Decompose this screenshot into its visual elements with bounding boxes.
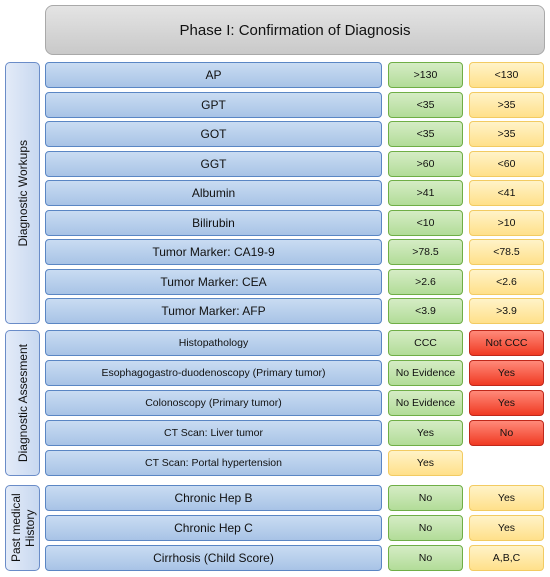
criterion-cell: No Evidence	[388, 360, 463, 386]
criterion-cell: >41	[388, 180, 463, 206]
row-label: CT Scan: Liver tumor	[45, 420, 382, 446]
criterion-cell: No	[388, 485, 463, 511]
criterion-cell: No	[469, 420, 544, 446]
criterion-cell: >35	[469, 91, 544, 118]
section-label: Past medical History	[8, 493, 37, 563]
criterion-cell: No Evidence	[388, 390, 463, 416]
section-label: Diagnostic Workups	[15, 139, 30, 247]
criterion-cell: Yes	[388, 450, 463, 476]
criterion-cell: <3.9	[388, 298, 463, 324]
row-label: Chronic Hep C	[45, 515, 382, 541]
criterion-cell: Yes	[469, 485, 544, 511]
criterion-cell: <35	[388, 121, 463, 147]
row-label: Bilirubin	[45, 209, 382, 236]
row-label: Histopathology	[45, 330, 382, 356]
criterion-cell: <78.5	[469, 239, 544, 265]
criterion-cell: Yes	[469, 360, 544, 386]
row-label: Tumor Marker: CA19-9	[45, 239, 382, 265]
criterion-cell: Yes	[388, 420, 463, 446]
criterion-cell: Yes	[469, 390, 544, 416]
row-label: GOT	[45, 121, 382, 147]
criterion-cell: A,B,C	[469, 545, 544, 571]
row-label: Cirrhosis (Child Score)	[45, 545, 382, 571]
section-label: Diagnostic Assesment	[15, 343, 30, 463]
criterion-cell: CCC	[388, 330, 463, 356]
criterion-cell: <41	[469, 180, 544, 206]
row-label: GGT	[45, 150, 382, 177]
section-label-box: Diagnostic Assesment	[5, 330, 40, 476]
row-label: Tumor Marker: CEA	[45, 268, 382, 295]
row-label: AP	[45, 62, 382, 88]
criterion-cell: >2.6	[388, 268, 463, 295]
criterion-cell: No	[388, 515, 463, 541]
criterion-cell: <60	[469, 150, 544, 177]
criterion-cell: <130	[469, 62, 544, 88]
phase-title: Phase I: Confirmation of Diagnosis	[45, 5, 545, 55]
criterion-cell: No	[388, 545, 463, 571]
row-label: Esophagogastro-duodenoscopy (Primary tum…	[45, 360, 382, 386]
criterion-cell: >130	[388, 62, 463, 88]
criterion-cell: <2.6	[469, 268, 544, 295]
criterion-cell: >78.5	[388, 239, 463, 265]
row-label: Tumor Marker: AFP	[45, 298, 382, 324]
row-label: Albumin	[45, 180, 382, 206]
section-label-box: Past medical History	[5, 485, 40, 571]
criterion-cell: Yes	[469, 515, 544, 541]
section-label-box: Diagnostic Workups	[5, 62, 40, 324]
row-label: Colonoscopy (Primary tumor)	[45, 390, 382, 416]
criterion-cell: <35	[388, 91, 463, 118]
criterion-cell: Not CCC	[469, 330, 544, 356]
criterion-cell: >60	[388, 150, 463, 177]
criterion-cell: >3.9	[469, 298, 544, 324]
criterion-cell: >35	[469, 121, 544, 147]
row-label: GPT	[45, 91, 382, 118]
row-label: Chronic Hep B	[45, 485, 382, 511]
criterion-cell: >10	[469, 209, 544, 236]
criterion-cell: <10	[388, 209, 463, 236]
row-label: CT Scan: Portal hypertension	[45, 450, 382, 476]
